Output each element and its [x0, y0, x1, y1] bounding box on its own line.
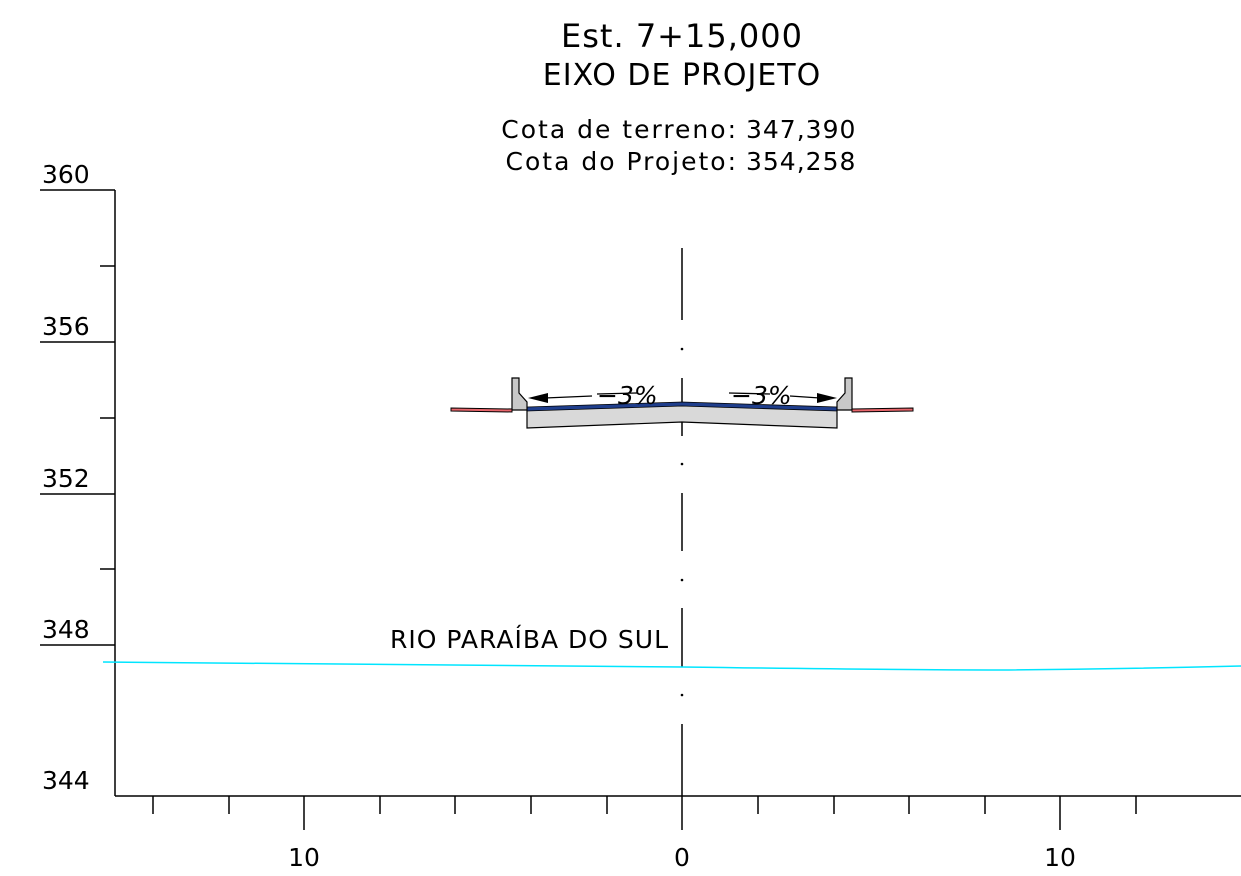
y-tick-label: 352	[42, 464, 90, 493]
y-tick-label: 356	[42, 312, 90, 341]
pavement-surface	[526, 401, 838, 412]
left-slope-edge	[450, 407, 513, 413]
left-slope-value: 3%	[618, 381, 658, 410]
x-axis	[115, 795, 1241, 830]
x-tick-label: 10	[288, 843, 320, 872]
x-tick-label: 0	[674, 843, 690, 872]
terrain-elevation-label: Cota de terreno:	[501, 115, 738, 144]
axis-title: EIXO DE PROJETO	[543, 58, 821, 93]
station-title: Est. 7+15,000	[561, 17, 803, 55]
y-tick-label: 344	[42, 766, 90, 795]
y-axis	[40, 189, 116, 796]
right-slope-value: 3%	[752, 381, 792, 410]
left-slope-label: −3%	[597, 381, 658, 410]
project-elevation-value: 354,258	[746, 147, 856, 176]
left-barrier	[511, 377, 528, 411]
y-tick-label: 360	[42, 160, 90, 189]
right-slope-edge	[851, 407, 914, 413]
right-slope-arrow	[728, 392, 837, 403]
right-slope-label: −3%	[731, 381, 792, 410]
river-water-line	[102, 661, 1241, 671]
left-slope-arrow	[528, 392, 638, 403]
river-label: RIO PARAÍBA DO SUL	[390, 625, 669, 654]
road-section	[450, 377, 914, 429]
x-tick-label: 10	[1044, 843, 1076, 872]
right-barrier	[836, 377, 853, 411]
project-elevation-label: Cota do Projeto:	[506, 147, 738, 176]
terrain-elevation-value: 347,390	[746, 115, 856, 144]
centerline-dots	[680, 347, 684, 697]
y-tick-label: 348	[42, 615, 90, 644]
